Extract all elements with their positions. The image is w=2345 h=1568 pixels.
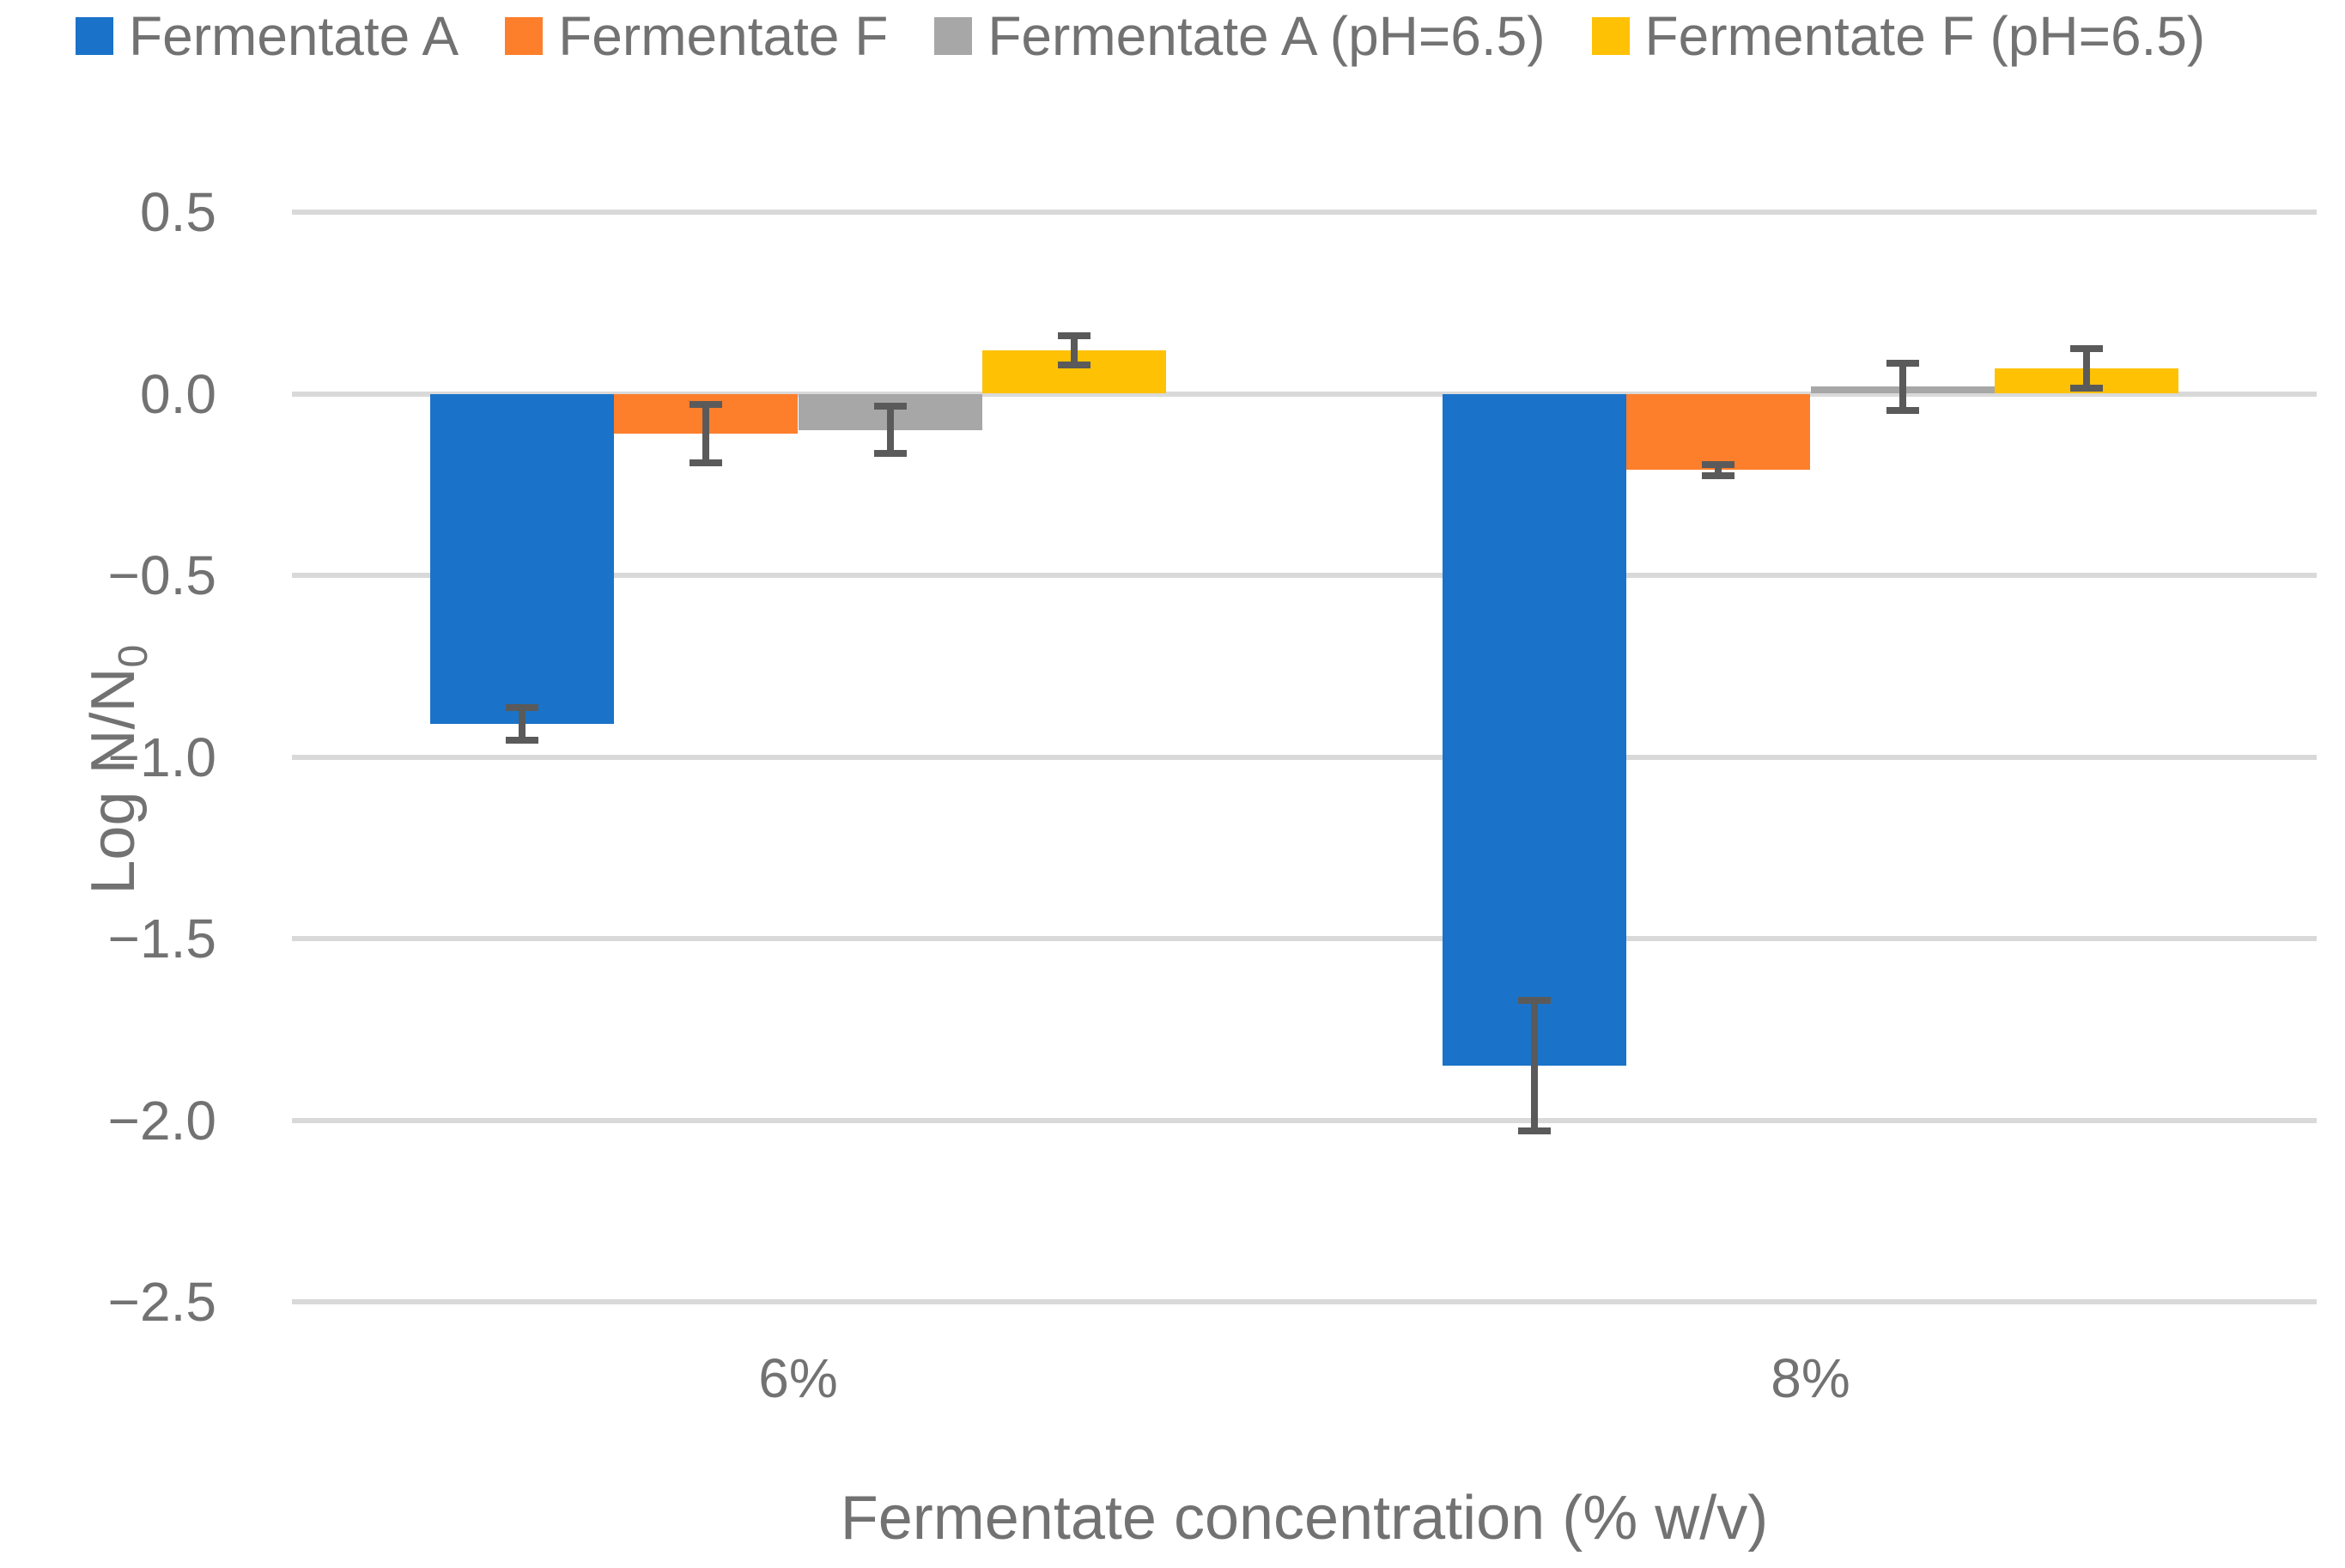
gridline [292, 936, 2317, 941]
category-label: 8% [1771, 1347, 1850, 1409]
gridline [292, 1117, 2317, 1123]
bar [429, 393, 615, 725]
x-axis-title: Fermentate concentration (% w/v) [840, 1484, 1769, 1553]
y-tick-label: 0.5 [140, 181, 216, 243]
error-bar-line [2082, 348, 2090, 389]
legend-label: Fermentate A (pH=6.5) [987, 5, 1546, 67]
error-bar-cap-bottom [1702, 471, 1735, 479]
gridline [292, 391, 2317, 397]
error-bar-cap-bottom [1518, 1127, 1552, 1135]
error-bar-cap-top [1518, 996, 1552, 1004]
error-bar-cap-top [1886, 359, 1919, 367]
gridline [292, 210, 2317, 215]
bar [1442, 393, 1627, 1067]
error-bar-cap-top [2069, 344, 2103, 352]
bar [1626, 393, 1811, 471]
y-tick-label: −1.5 [107, 908, 216, 969]
error-bar-line [1715, 464, 1722, 476]
error-bar-cap-bottom [2069, 385, 2103, 392]
error-bar-line [702, 404, 710, 463]
error-bar-cap-top [1702, 460, 1735, 468]
legend-swatch [934, 17, 973, 55]
legend-item: Fermentate F [505, 9, 888, 64]
legend-swatch [76, 17, 113, 55]
legend-label: Fermentate F (pH=6.5) [1644, 5, 2206, 67]
legend: Fermentate A Fermentate F Fermentate A (pH… [76, 9, 2251, 64]
legend-item: Fermentate A [76, 9, 459, 64]
error-bar-line [886, 406, 894, 454]
error-bar-cap-top [1057, 331, 1090, 339]
error-bar-cap-bottom [1057, 361, 1090, 368]
error-bar-cap-top [873, 403, 907, 410]
gridline [292, 573, 2317, 578]
error-bar-line [1898, 362, 1906, 410]
legend-label: Fermentate F [558, 5, 889, 67]
category-label: 6% [758, 1347, 838, 1409]
error-bar-cap-top [690, 401, 723, 409]
y-axis-title-subscript: 0 [111, 644, 157, 668]
gridline [292, 1299, 2317, 1304]
error-bar-line [1531, 1000, 1539, 1132]
y-tick-label: 0.0 [140, 362, 216, 425]
legend-item: Fermentate A (pH=6.5) [934, 5, 1546, 67]
error-bar-cap-top [506, 704, 539, 712]
y-tick-label: −2.5 [107, 1271, 216, 1333]
error-bar-cap-bottom [1886, 406, 1919, 414]
y-tick-label: −2.0 [107, 1089, 216, 1152]
y-tick-label: −0.5 [107, 544, 216, 606]
legend-swatch [505, 17, 544, 55]
gridline [292, 754, 2317, 760]
error-bar-line [1070, 335, 1078, 365]
legend-item: Fermentate F (pH=6.5) [1591, 5, 2206, 67]
legend-label: Fermentate A [129, 5, 459, 67]
error-bar-cap-bottom [690, 459, 723, 466]
y-tick-label: −1.0 [107, 726, 216, 788]
error-bar-line [519, 708, 526, 741]
error-bar-cap-bottom [506, 737, 539, 744]
error-bar-cap-bottom [873, 450, 907, 458]
legend-swatch [1591, 17, 1630, 55]
